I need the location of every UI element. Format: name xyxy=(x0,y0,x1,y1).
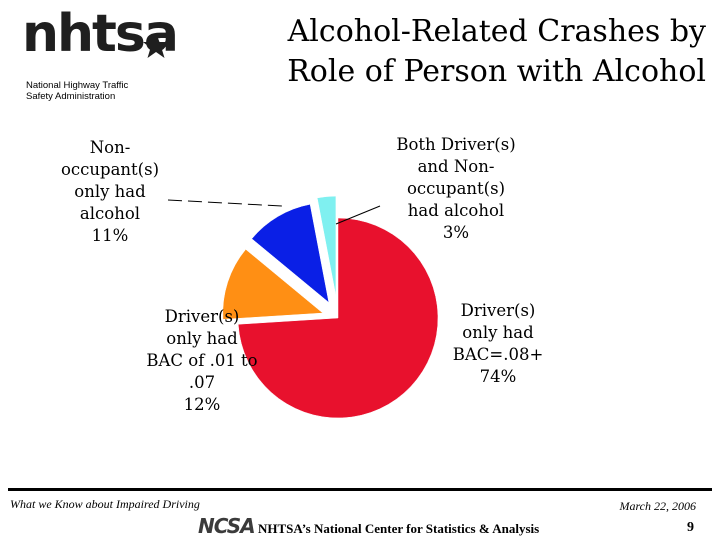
slice-label-line: had alcohol xyxy=(408,201,504,220)
slice-label-line: alcohol xyxy=(80,204,140,223)
slice-label-line: 12% xyxy=(184,395,221,414)
slice-label-line: only had xyxy=(74,182,146,201)
slice-label-line: BAC of .01 to xyxy=(146,351,257,370)
slice-label-line: only had xyxy=(166,329,238,348)
page-title: Alcohol-Related Crashes by Role of Perso… xyxy=(210,12,706,92)
slice-label-line: Non- xyxy=(90,138,131,157)
logo-subtitle-line1: National Highway Traffic xyxy=(26,80,129,91)
slice-label-line: .07 xyxy=(189,373,215,392)
title-line1: Alcohol-Related Crashes by xyxy=(287,14,706,49)
logo-subtitle: National Highway Traffic Safety Administ… xyxy=(26,80,176,102)
leader-line-3 xyxy=(167,199,283,207)
slice-label-line: only had xyxy=(462,323,534,342)
footer-presentation-title: What we Know about Impaired Driving xyxy=(10,497,200,511)
star-icon xyxy=(143,33,169,58)
pie-slice-4 xyxy=(316,195,337,297)
logo-subtitle-line2: Safety Administration xyxy=(26,91,116,102)
footer-divider xyxy=(8,488,712,491)
slice-label-line: 74% xyxy=(480,367,517,386)
leader-line-4 xyxy=(335,205,381,225)
slice-label-line: 3% xyxy=(443,223,469,242)
slice-label-line: occupant(s) xyxy=(61,160,159,179)
slice-label-line: Both Driver(s) xyxy=(396,135,515,154)
slice-label-line: and Non- xyxy=(418,157,495,176)
slice-label-line: 11% xyxy=(92,226,129,245)
pie-slice-3 xyxy=(251,203,330,304)
title-line2: Role of Person with Alcohol xyxy=(287,54,706,89)
slice-label-1: Driver(s) only had BAC=.08+ 74% xyxy=(453,301,544,386)
page-number: 9 xyxy=(687,520,694,535)
slice-label-line: BAC=.08+ xyxy=(453,345,544,364)
footer-date: March 22, 2006 xyxy=(619,499,696,513)
slice-label-line: Driver(s) xyxy=(165,307,240,326)
slice-label-3: Non-occupant(s) only had alcohol 11% xyxy=(61,138,159,245)
slice-label-4: Both Driver(s) and Non-occupant(s) had alc… xyxy=(396,135,515,242)
ncsa-logo: NCSA xyxy=(198,514,256,538)
footer-center-text: NHTSA’s National Center for Statistics &… xyxy=(258,521,540,536)
pie-slice-1 xyxy=(237,217,439,419)
pie-slice-2 xyxy=(222,248,324,320)
nhtsa-logo: nhtsa National Highway Traffic Safety Ad… xyxy=(22,4,182,102)
slice-label-line: Driver(s) xyxy=(461,301,536,320)
slice-label-2: Driver(s) only had BAC of .01 to .07 12% xyxy=(146,307,257,414)
slice-label-line: occupant(s) xyxy=(407,179,505,198)
